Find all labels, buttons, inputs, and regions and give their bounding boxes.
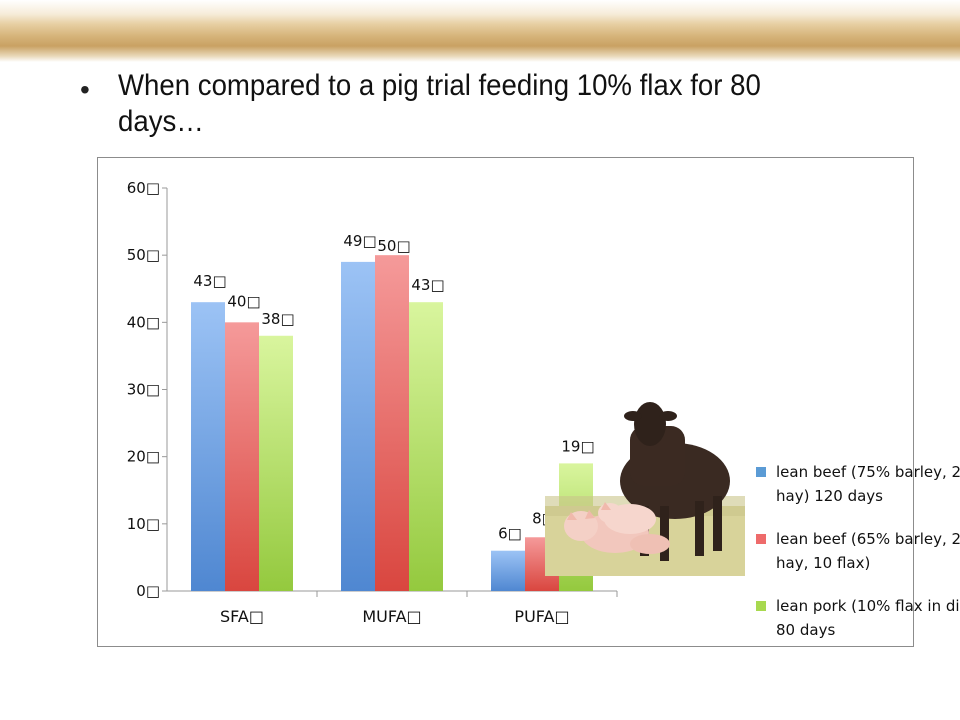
bullet-text: When compared to a pig trial feeding 10%… (118, 69, 761, 138)
x-category-label: SFA□ (220, 607, 264, 626)
chart-legend: lean beef (75% barley, 20% hay) 120 days… (756, 460, 960, 661)
legend-label: lean pork (10% flax in diet) 80 days (776, 597, 960, 639)
data-label: 43□ (411, 276, 444, 294)
cow-and-pigs-photo (545, 402, 745, 576)
header-band (0, 0, 960, 62)
legend-swatch-icon (756, 534, 766, 544)
data-label: 40□ (227, 292, 260, 310)
y-tick-label: 30□ (127, 381, 160, 399)
legend-item: lean beef (65% barley, 20% hay, 10 flax) (756, 527, 960, 575)
y-tick-label: 10□ (127, 515, 160, 533)
data-label: 6□ (498, 525, 522, 543)
bar-chart: 0□ 10□ 20□ 30□ 40□ 50□ 60□ SFA□ MUFA□ PUFA□ 43□ 49… (127, 179, 618, 626)
bar-pufa-series-1 (491, 550, 525, 591)
data-label: 49□ (343, 232, 376, 250)
bar-mufa-series-1 (341, 261, 375, 591)
bar-sfa-series-2 (225, 322, 259, 591)
chart-frame: 0□ 10□ 20□ 30□ 40□ 50□ 60□ SFA□ MUFA□ PUFA□ 43□ 49… (97, 157, 960, 647)
bar-sfa-series-1 (191, 302, 225, 591)
y-tick-label: 60□ (127, 179, 160, 197)
legend-swatch-icon (756, 601, 766, 611)
legend-label: lean beef (75% barley, 20% hay) 120 days (776, 463, 960, 505)
x-category-label: PUFA□ (514, 607, 569, 626)
bar-mufa-series-2 (375, 255, 409, 591)
data-label: 50□ (377, 237, 410, 255)
legend-item: lean pork (10% flax in diet) 80 days (756, 594, 960, 642)
data-label: 43□ (193, 272, 226, 290)
legend-item: lean beef (75% barley, 20% hay) 120 days (756, 460, 960, 508)
data-label: 38□ (261, 310, 294, 328)
y-tick-label: 0□ (136, 582, 160, 600)
bullet-dot-icon: • (80, 74, 90, 105)
y-tick-label: 40□ (127, 313, 160, 331)
y-tick-label: 50□ (127, 246, 160, 264)
legend-label: lean beef (65% barley, 20% hay, 10 flax) (776, 530, 960, 572)
legend-swatch-icon (756, 467, 766, 477)
bar-sfa-series-3 (259, 335, 293, 591)
data-label: 19□ (561, 437, 594, 455)
x-category-label: MUFA□ (362, 607, 421, 626)
bar-mufa-series-3 (409, 302, 443, 591)
y-tick-label: 20□ (127, 448, 160, 466)
